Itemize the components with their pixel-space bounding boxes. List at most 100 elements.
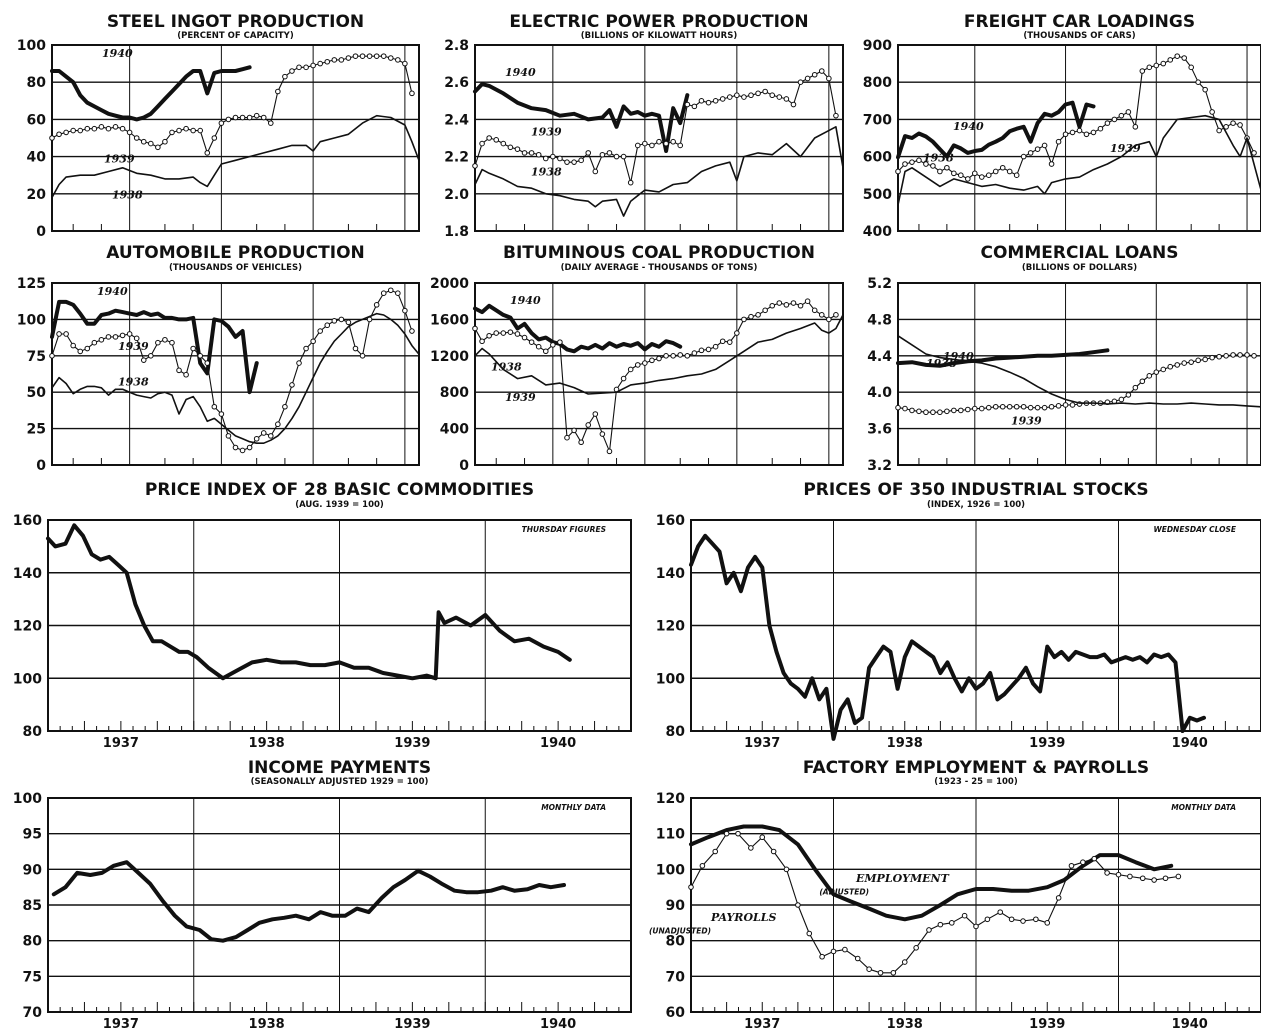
data-point [783, 302, 790, 308]
data-point [656, 355, 662, 362]
data-point [246, 114, 253, 121]
data-point [197, 353, 204, 359]
data-point [528, 339, 535, 345]
chart-title: COMMERCIAL LOANS [980, 243, 1178, 263]
data-point [734, 330, 740, 336]
data-point [965, 406, 971, 413]
data-point [282, 73, 288, 80]
data-point [56, 131, 62, 138]
data-point [677, 142, 684, 149]
data-point [1251, 353, 1257, 359]
series-label: 1939 [531, 126, 562, 139]
data-point [253, 435, 260, 442]
data-point [901, 959, 908, 965]
data-point [705, 346, 712, 353]
data-point [169, 339, 175, 346]
data-point [578, 157, 584, 164]
data-point [1006, 403, 1013, 410]
data-point [267, 120, 274, 126]
series-line [51, 114, 420, 199]
data-point [735, 830, 741, 837]
data-point [1048, 403, 1055, 410]
data-point [197, 127, 204, 134]
data-point [296, 360, 302, 366]
series-label: 1938 [923, 151, 954, 164]
data-point [978, 174, 985, 180]
data-point [759, 834, 766, 841]
data-point [790, 300, 797, 306]
data-point [866, 966, 872, 973]
data-point [331, 57, 338, 63]
data-point [842, 946, 848, 953]
y-tick-label: 3.2 [867, 458, 892, 474]
data-point [366, 53, 373, 59]
series-label: 1940 [953, 120, 984, 133]
data-point [699, 862, 706, 869]
data-point [642, 140, 648, 147]
data-point [1013, 172, 1020, 178]
x-tick-label: 1937 [103, 1017, 139, 1031]
data-point [112, 124, 119, 130]
data-point [691, 350, 698, 356]
data-point [155, 339, 161, 346]
series-label: 1940 [510, 294, 541, 307]
data-point [507, 144, 514, 151]
series-line [474, 70, 837, 184]
series-line [474, 300, 837, 452]
data-point [105, 125, 112, 132]
y-tick-label: 600 [863, 150, 892, 166]
data-point [656, 138, 662, 145]
chart-subtitle: (SEASONALLY ADJUSTED 1929 = 100) [251, 777, 429, 787]
y-tick-label: 1.8 [444, 224, 469, 240]
data-point [373, 53, 380, 59]
plot-frame [47, 797, 632, 1013]
data-point [479, 338, 485, 345]
data-point [169, 129, 175, 136]
x-tick-label: 1940 [1172, 736, 1208, 751]
data-point [937, 168, 943, 175]
chart-panel-10: FACTORY EMPLOYMENT & PAYROLLS(1923 - 25 … [649, 758, 1261, 1031]
data-point [723, 830, 730, 837]
x-tick-label: 1937 [744, 1017, 780, 1031]
plot-frame [897, 44, 1261, 232]
data-point [542, 348, 549, 355]
data-point [585, 150, 592, 156]
y-tick-label: 70 [23, 1005, 43, 1021]
data-point [1202, 86, 1208, 93]
data-point [218, 411, 225, 417]
data-point [1118, 112, 1125, 119]
data-point [1055, 895, 1062, 901]
data-point [500, 330, 507, 336]
x-tick-label: 1937 [744, 736, 780, 751]
data-point [1230, 120, 1236, 126]
data-point [965, 176, 971, 182]
data-point [345, 55, 352, 61]
chart-title: PRICE INDEX OF 28 BASIC COMMODITIES [145, 480, 534, 500]
y-tick-label: 1600 [430, 312, 469, 328]
y-tick-label: 75 [23, 969, 42, 985]
data-point [698, 347, 705, 354]
series-line [896, 100, 1096, 160]
data-point [1132, 124, 1139, 130]
plot-frame [690, 519, 1261, 732]
data-point [698, 98, 705, 104]
x-tick-label: 1939 [1029, 1017, 1065, 1031]
data-point [282, 403, 288, 410]
series-label: 1940 [505, 66, 536, 79]
data-point [183, 371, 189, 378]
data-point [1127, 873, 1133, 880]
y-tick-label: 80 [666, 724, 686, 740]
data-point [634, 362, 641, 368]
data-point [402, 307, 408, 314]
series-line [51, 55, 413, 154]
series-label: 1939 [104, 152, 135, 165]
y-tick-label: 40 [27, 150, 47, 166]
data-point [542, 155, 549, 162]
data-point [909, 159, 915, 165]
data-point [833, 312, 839, 318]
data-point [148, 140, 154, 147]
data-point [571, 427, 577, 434]
chart-title: AUTOMOBILE PRODUCTION [106, 243, 365, 263]
data-point [741, 94, 747, 100]
data-point [684, 353, 691, 359]
